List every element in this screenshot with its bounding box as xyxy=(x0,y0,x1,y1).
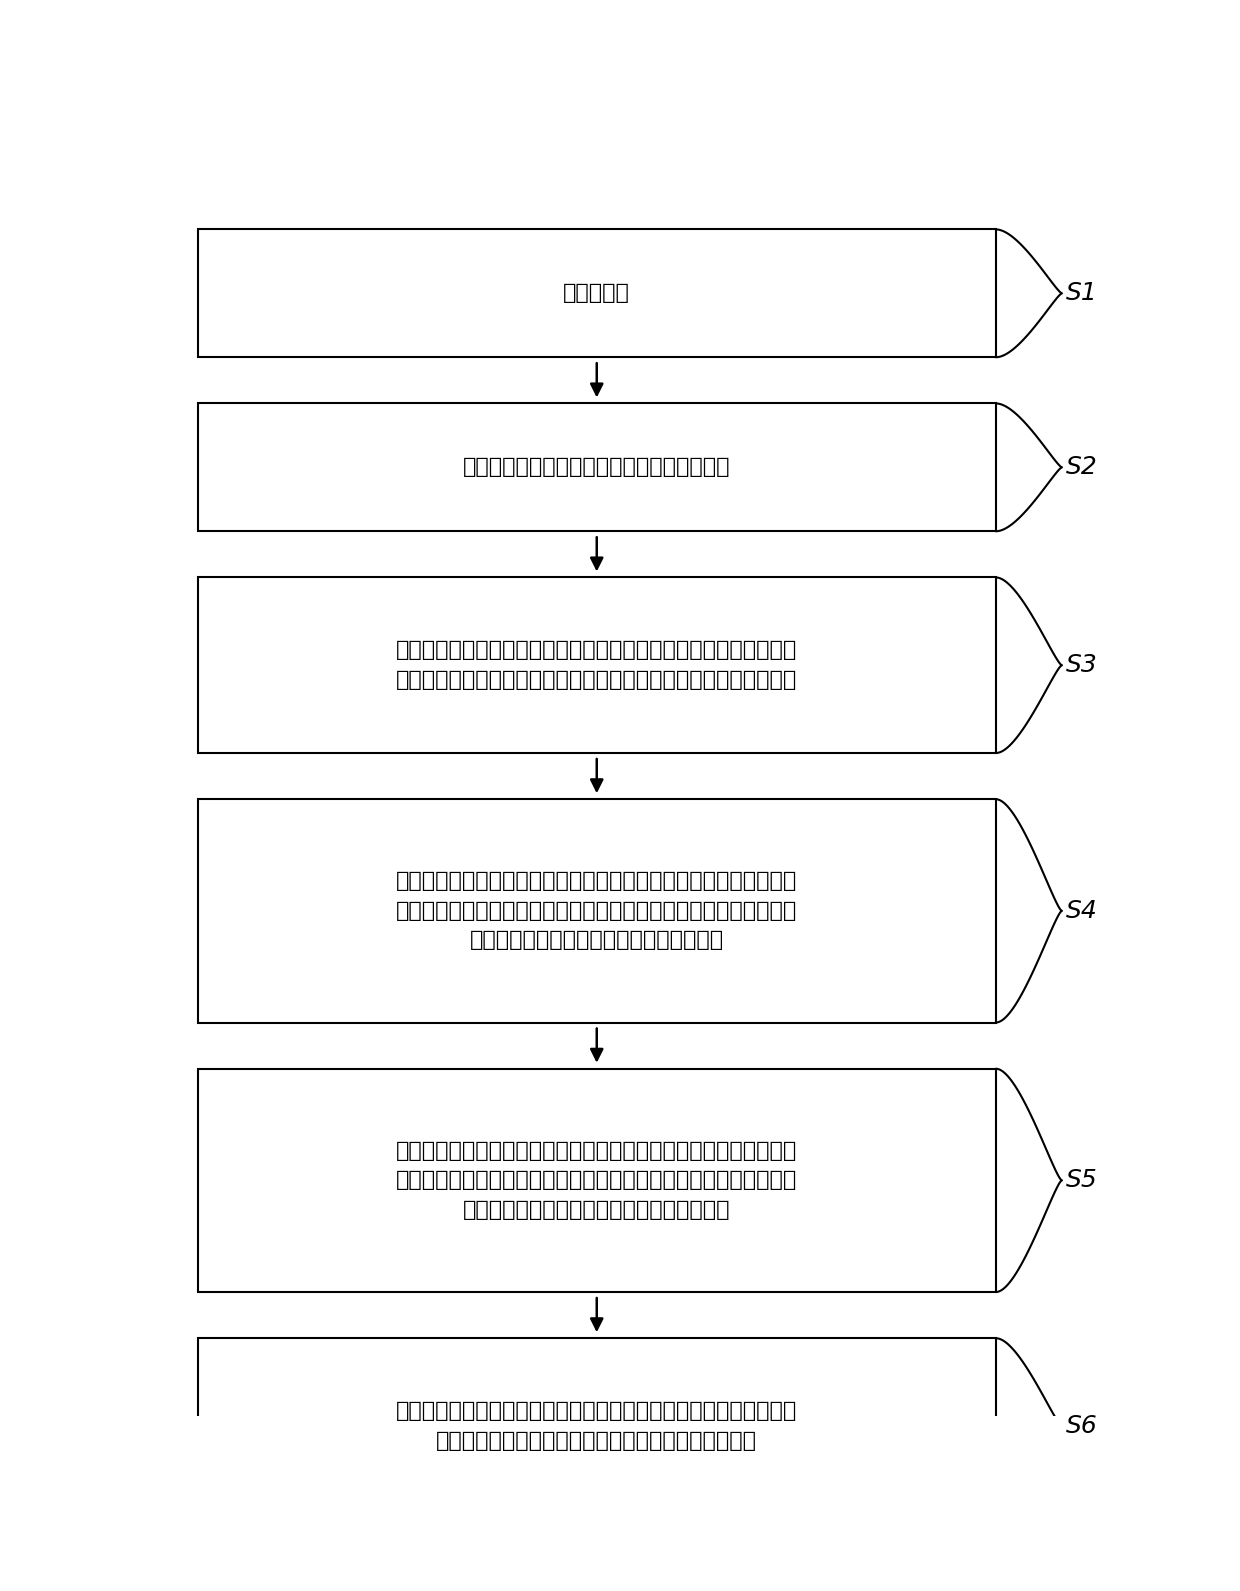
Text: S2: S2 xyxy=(1065,455,1097,479)
Text: S6: S6 xyxy=(1065,1414,1097,1438)
Text: S1: S1 xyxy=(1065,282,1097,305)
Bar xyxy=(197,1561,996,1591)
Text: 提供用电芯片，将所述用电芯片设置于所述再布线层表面，所述用电
芯片经由多个微凸块实现与所述低电压供电轨道的对接: 提供用电芯片，将所述用电芯片设置于所述再布线层表面，所述用电 芯片经由多个微凸块… xyxy=(396,1402,797,1451)
Bar xyxy=(197,578,996,753)
Text: S5: S5 xyxy=(1065,1168,1097,1192)
Bar xyxy=(197,229,996,358)
Bar xyxy=(197,1338,996,1513)
Bar xyxy=(197,1069,996,1292)
Text: S4: S4 xyxy=(1065,899,1097,923)
Text: 将有源模块及无源模块设置于所述载体形成有所述第一金属连接柱的
表面上，并在所述有源模块及所述无源模块表面形成第二金属连接柱: 将有源模块及无源模块设置于所述载体形成有所述第一金属连接柱的 表面上，并在所述有… xyxy=(396,641,797,690)
Text: 在所述封装材料表面形成再布线层，所述再布线层将所述第一金属连
接柱、所述有源模块及所述无源模块电连接；所述有源模块、所述无
源模块及所述再布线层共同构成供电传输: 在所述封装材料表面形成再布线层，所述再布线层将所述第一金属连 接柱、所述有源模块… xyxy=(396,1141,797,1220)
Bar xyxy=(197,799,996,1023)
Text: 采用电镀工艺在所述载体表面第一金属连接柱: 采用电镀工艺在所述载体表面第一金属连接柱 xyxy=(463,457,730,477)
Text: 提供一载体: 提供一载体 xyxy=(563,283,630,304)
Bar xyxy=(197,404,996,531)
Text: S3: S3 xyxy=(1065,654,1097,678)
Text: 使用塑封材料将所述第一金属连接柱、所述有源模块、所述无源模块
及所述第二金属连接柱封装成型，并去除部分所述封装材料以裸露出
所述第一金属连接柱及所述第二金属连接: 使用塑封材料将所述第一金属连接柱、所述有源模块、所述无源模块 及所述第二金属连接… xyxy=(396,872,797,950)
